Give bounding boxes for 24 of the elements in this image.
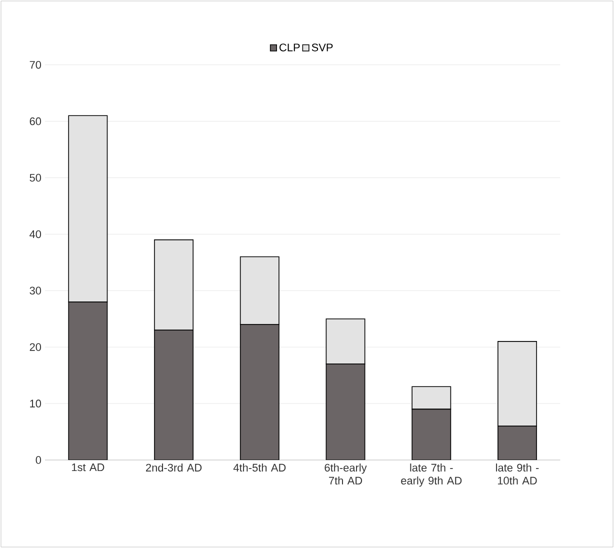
y-tick-label: 10 — [30, 400, 42, 408]
x-tick-label: late 7th - early 9th AD — [401, 464, 462, 487]
legend-label: SVP — [312, 44, 333, 52]
legend-label: CLP — [280, 44, 300, 52]
y-tick-label: 60 — [30, 117, 42, 126]
bar — [412, 408, 452, 460]
x-tick-label: late 9th - 10th AD — [496, 464, 539, 485]
y-tick-label: 0 — [36, 456, 42, 464]
bar — [498, 426, 537, 460]
bar — [412, 386, 452, 410]
x-tick-label: 6th-early 7th AD — [324, 464, 367, 484]
y-tick-label: 70 — [30, 60, 42, 69]
bar — [68, 302, 108, 460]
y-tick-label: 30 — [30, 286, 42, 295]
x-tick-label: 2nd-3rd AD — [146, 464, 202, 472]
y-tick-label: 50 — [30, 174, 42, 182]
x-tick-label: 1st AD — [72, 464, 104, 472]
bar — [326, 364, 366, 460]
y-tick-label: 20 — [30, 343, 42, 351]
bar — [154, 330, 194, 460]
bar — [326, 318, 366, 364]
x-tick-label: 4th-5th AD — [233, 464, 286, 472]
bar — [240, 324, 280, 460]
y-tick-label: 40 — [30, 230, 42, 238]
